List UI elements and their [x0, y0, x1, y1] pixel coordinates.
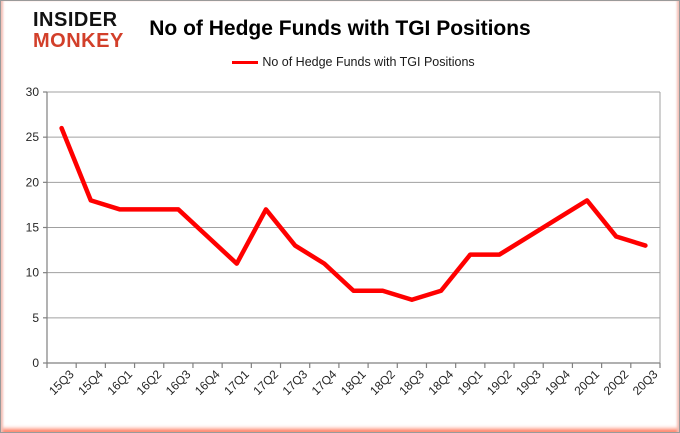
- logo-line-insider: INSIDER: [33, 9, 118, 31]
- x-axis-tick-label: 20Q2: [601, 367, 632, 398]
- chart-title: No of Hedge Funds with TGI Positions: [149, 17, 531, 40]
- legend: No of Hedge Funds with TGI Positions: [47, 55, 660, 69]
- x-axis-tick-label: 17Q3: [280, 367, 311, 398]
- x-axis-tick-label: 20Q1: [571, 367, 602, 398]
- y-axis-tick-label: 25: [26, 130, 40, 144]
- x-axis-tick-label: 17Q2: [250, 367, 281, 398]
- x-axis-tick-label: 16Q3: [163, 367, 194, 398]
- logo-line-monkey: MONKEY: [33, 30, 124, 52]
- legend-label: No of Hedge Funds with TGI Positions: [262, 55, 475, 69]
- y-axis-tick-label: 10: [26, 266, 40, 280]
- insider-monkey-logo: INSIDER MONKEY: [33, 10, 124, 52]
- y-axis-tick-label: 0: [32, 356, 39, 370]
- y-axis-tick-label: 30: [26, 85, 40, 99]
- y-axis-tick-label: 20: [26, 175, 40, 189]
- x-axis-tick-label: 19Q3: [513, 367, 544, 398]
- x-axis-tick-label: 18Q1: [338, 367, 369, 398]
- x-axis-tick-label: 18Q2: [367, 367, 398, 398]
- data-series-line: [59, 125, 648, 303]
- x-axis-tick-label: 18Q3: [396, 367, 427, 398]
- y-axis-tick-label: 5: [32, 311, 39, 325]
- x-axis-tick-label: 18Q4: [426, 367, 457, 398]
- x-axis-tick-label: 17Q4: [309, 367, 340, 398]
- x-axis-tick-label: 15Q3: [46, 367, 77, 398]
- x-axis-tick-label: 17Q1: [221, 367, 252, 398]
- x-axis-tick-label: 19Q4: [542, 367, 573, 398]
- x-axis-tick-label: 16Q4: [192, 367, 223, 398]
- x-axis-tick-label: 19Q1: [455, 367, 486, 398]
- x-axis-tick-label: 16Q1: [104, 367, 135, 398]
- legend-line-swatch: [232, 60, 259, 64]
- y-axis-tick-label: 15: [26, 221, 40, 235]
- x-axis-tick-label: 19Q2: [484, 367, 515, 398]
- x-axis-tick-label: 16Q2: [134, 367, 165, 398]
- x-axis-tick-label: 20Q3: [630, 367, 661, 398]
- x-axis-tick-label: 15Q4: [75, 367, 106, 398]
